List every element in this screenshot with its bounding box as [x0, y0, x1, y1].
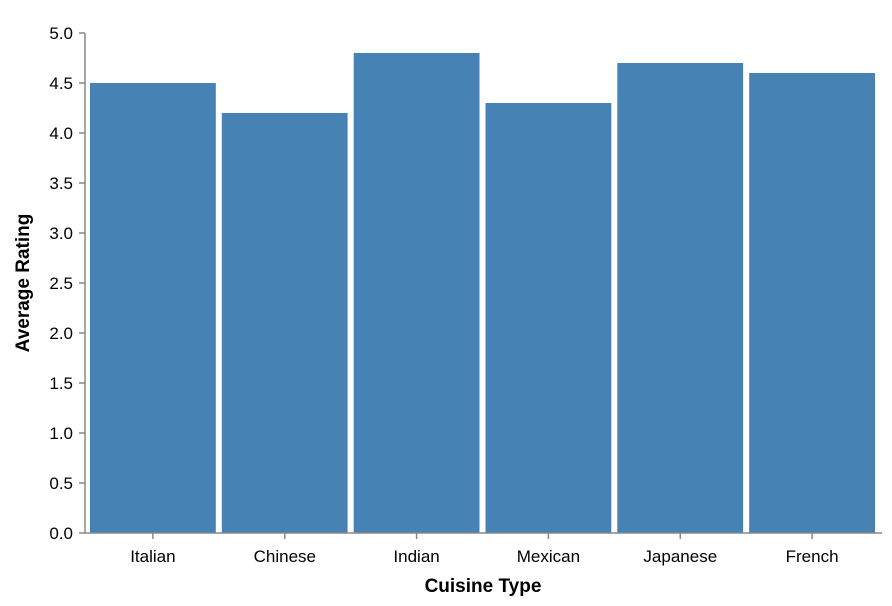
x-tick-label: Indian	[393, 547, 439, 566]
y-tick-label: 0.5	[49, 474, 73, 493]
bar-chinese	[221, 113, 348, 533]
bar-french	[749, 73, 875, 533]
x-tick-label: Japanese	[643, 547, 717, 566]
y-tick-label: 4.5	[49, 74, 73, 93]
x-tick-label: Italian	[130, 547, 175, 566]
y-tick-label: 0.0	[49, 524, 73, 543]
x-tick-label: Chinese	[254, 547, 316, 566]
bars-group	[90, 53, 875, 533]
bar-indian	[353, 53, 480, 533]
bar-mexican	[485, 103, 612, 533]
y-tick-label: 2.0	[49, 324, 73, 343]
y-axis-title: Average Rating	[13, 214, 34, 353]
x-axis: Italian Chinese Indian Mexican Japanese Frenc…	[85, 532, 882, 566]
y-tick-label: 3.0	[49, 224, 73, 243]
y-tick-label: 4.0	[49, 124, 73, 143]
y-tick-label: 1.0	[49, 424, 73, 443]
y-tick-label: 3.5	[49, 174, 73, 193]
y-tick-label: 5.0	[49, 24, 73, 43]
y-tick-label: 1.5	[49, 374, 73, 393]
bar-japanese	[617, 63, 744, 533]
bar-italian	[90, 83, 216, 533]
x-tick-label: Mexican	[517, 547, 580, 566]
x-axis-title: Cuisine Type	[425, 576, 542, 597]
y-tick-label: 2.5	[49, 274, 73, 293]
x-tick-label: French	[786, 547, 839, 566]
y-axis: 0.0 0.5 1.0 1.5 2.0 2.5 3.0 3.5 4.0 4.5 5.0	[49, 24, 86, 543]
